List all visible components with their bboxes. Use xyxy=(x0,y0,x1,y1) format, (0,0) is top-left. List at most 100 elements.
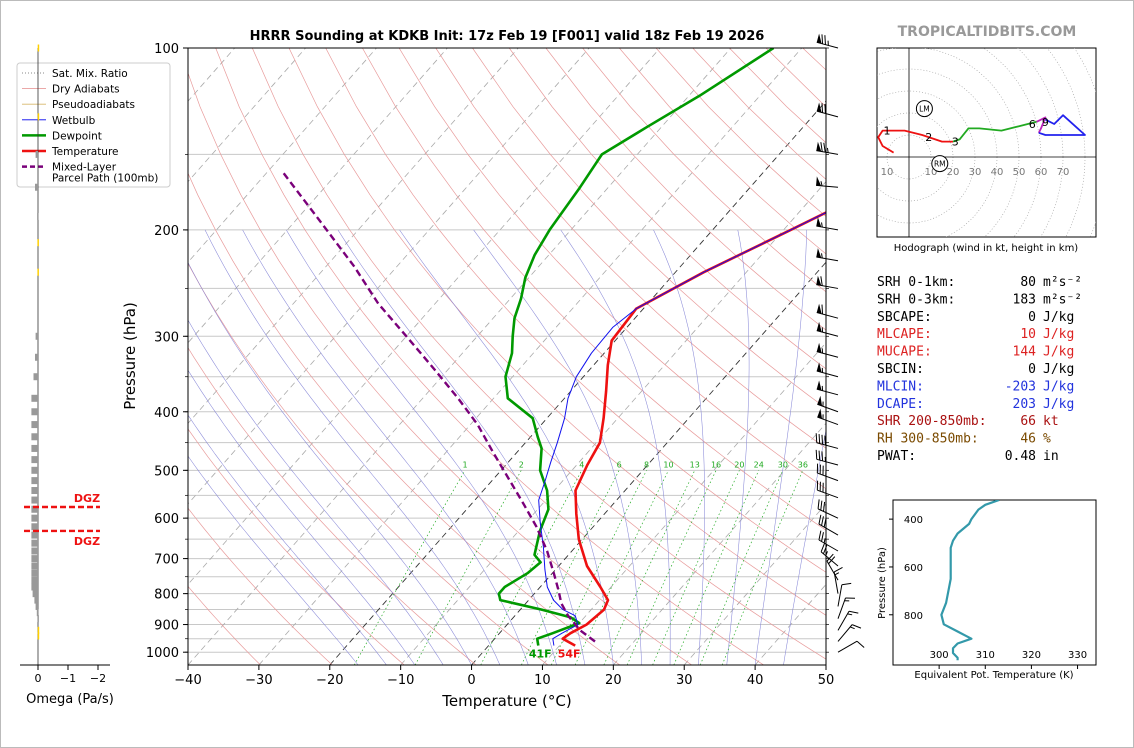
omega-bar xyxy=(36,609,39,617)
barb-full xyxy=(820,276,823,286)
isotherm-line xyxy=(188,48,519,424)
hodograph-height-label: 6 xyxy=(1029,118,1036,131)
barb-full xyxy=(848,610,859,614)
hodograph-trace xyxy=(877,129,953,154)
barb-flag xyxy=(816,362,822,373)
omega-bar xyxy=(37,615,39,623)
wind-barb xyxy=(815,449,839,466)
barb-flag xyxy=(817,395,823,406)
barb-staff xyxy=(816,442,839,449)
storm-motion-label: LM xyxy=(919,105,930,114)
wind-barb xyxy=(816,176,839,188)
dry-adiabat-line xyxy=(435,48,826,449)
legend-label: Mixed-Layer xyxy=(52,162,117,174)
barb-full xyxy=(828,556,836,565)
moist-adiabat-line xyxy=(754,229,807,665)
moist-adiabat-line xyxy=(653,229,705,665)
mixing-ratio-label: 36 xyxy=(798,460,808,469)
dry-adiabat-line xyxy=(188,428,405,665)
barb-full xyxy=(856,640,865,648)
storm-motion-marker xyxy=(915,100,933,118)
index-value: 0 xyxy=(1028,362,1036,377)
x-tick-label: −10 xyxy=(387,673,414,688)
dry-adiabat-line xyxy=(188,585,261,665)
barb-half xyxy=(825,551,828,556)
wind-barb xyxy=(816,141,839,155)
moist-adiabat-line xyxy=(399,229,614,665)
wind-barb xyxy=(816,303,839,319)
barb-full xyxy=(821,304,824,315)
barb-staff xyxy=(837,584,843,607)
mixing-ratio-label: 10 xyxy=(663,460,673,469)
theta-x-tick-label: 300 xyxy=(930,650,949,661)
dry-adiabat-line xyxy=(398,48,826,490)
wind-barb xyxy=(816,248,839,262)
theta-plot xyxy=(940,500,1000,661)
isotherm-line xyxy=(188,48,661,586)
skewt-axes: 54F 41F −40 −30 −20 −10 0 10 20 30 40 50 100 200 300 40… xyxy=(146,42,834,688)
moist-adiabat-line xyxy=(783,428,826,665)
wind-barb xyxy=(816,275,839,289)
omega-tick-label: −2 xyxy=(90,672,106,685)
moist-adiabat-line xyxy=(242,229,529,665)
indices-table: SRH 0-1km: 80 m²s⁻² SRH 0-3km: 183 m²s⁻² SBCAP… xyxy=(877,275,1082,464)
omega-bar xyxy=(31,408,38,416)
mixing-ratio-line xyxy=(574,470,669,665)
barb-flag xyxy=(816,342,822,353)
omega-bar xyxy=(35,353,38,361)
barb-full xyxy=(841,582,852,586)
omega-bar xyxy=(35,332,38,340)
barb-full xyxy=(821,532,824,542)
omega-bar xyxy=(31,394,38,402)
omega-bar xyxy=(35,150,38,158)
index-value: 0 xyxy=(1028,310,1036,325)
isotherm-line xyxy=(188,48,732,665)
storm-motion-marker xyxy=(931,155,949,173)
hodograph-height-label: 3 xyxy=(952,136,959,149)
barb-half xyxy=(821,253,823,259)
dry-adiabat-line xyxy=(188,347,477,665)
x-tick-label: −30 xyxy=(245,673,272,688)
index-unit: J/kg xyxy=(1043,397,1074,412)
x-tick-label: 30 xyxy=(676,673,693,688)
barb-half xyxy=(847,613,853,616)
legend-box xyxy=(16,62,171,188)
index-value: 10 xyxy=(1020,327,1036,342)
omega-xlabel: Omega (Pa/s) xyxy=(26,692,114,707)
moist-adiabat-line xyxy=(188,455,359,665)
skewt-profiles xyxy=(281,48,826,647)
theta-xlabel: Equivalent Pot. Temperature (K) xyxy=(914,670,1073,681)
barb-staff xyxy=(816,110,839,118)
hodograph-ring-label: 10 xyxy=(881,167,894,178)
index-label: RH 300-850mb: xyxy=(877,432,979,447)
x-tick-label: 40 xyxy=(747,673,764,688)
index-value: 46 xyxy=(1020,432,1036,447)
y-tick-label: 1000 xyxy=(146,646,179,661)
hodograph-panel: 10 10 20 30 40 50 60 70 1 2 3 6 9 LM RM xyxy=(876,47,1097,238)
omega-bar xyxy=(31,555,38,563)
barb-flag xyxy=(816,176,822,186)
y-tick-label: 900 xyxy=(154,619,179,634)
barb-full xyxy=(821,451,824,461)
index-value: 203 xyxy=(1013,397,1036,412)
skewt-title: HRRR Sounding at KDKB Init: 17z Feb 19 [… xyxy=(250,29,765,44)
barb-full xyxy=(820,142,823,152)
omega-bar xyxy=(31,583,38,591)
theta-y-tick-label: 600 xyxy=(904,563,923,574)
brand-watermark: TROPICALTIDBITS.COM xyxy=(898,24,1077,40)
isotherm-line xyxy=(188,48,590,505)
barb-staff xyxy=(818,523,839,536)
wind-barb xyxy=(816,380,839,396)
hodograph-ring-label: 60 xyxy=(1035,167,1048,178)
barb-full xyxy=(818,514,822,525)
omega-bar xyxy=(32,590,38,598)
omega-bar xyxy=(31,487,38,495)
omega-bar xyxy=(31,444,38,452)
wind-barb xyxy=(837,624,862,642)
x-tick-label: −40 xyxy=(174,673,201,688)
omega-bar xyxy=(31,576,38,584)
barb-full xyxy=(821,103,824,113)
hodograph-trace xyxy=(952,120,1037,143)
theta-frame xyxy=(892,499,1097,666)
